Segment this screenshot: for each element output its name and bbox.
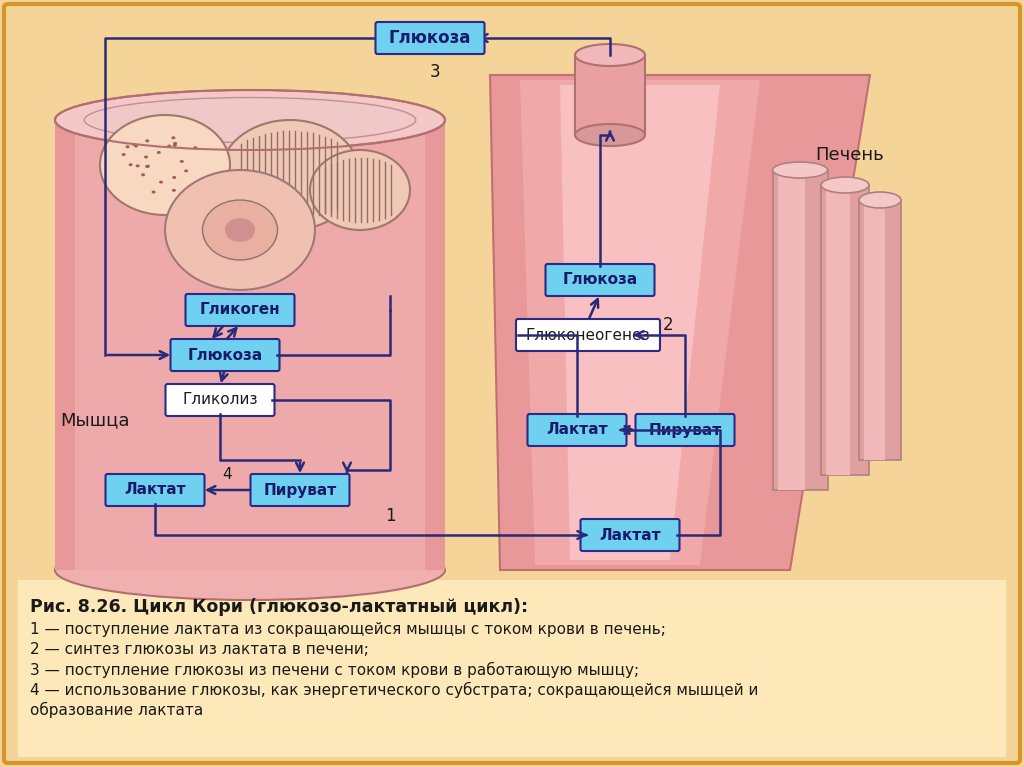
Text: Глюкоза: Глюкоза [562, 272, 638, 288]
Ellipse shape [575, 44, 645, 66]
Ellipse shape [129, 163, 132, 166]
Ellipse shape [84, 97, 416, 143]
FancyBboxPatch shape [4, 4, 1020, 763]
Ellipse shape [173, 142, 177, 145]
Ellipse shape [145, 165, 150, 168]
FancyBboxPatch shape [55, 120, 445, 570]
FancyBboxPatch shape [636, 414, 734, 446]
FancyBboxPatch shape [171, 339, 280, 371]
Text: 2: 2 [663, 316, 674, 334]
Text: 3: 3 [430, 63, 440, 81]
Bar [575, 55, 645, 135]
Text: 1: 1 [385, 507, 395, 525]
Text: Гликоген: Гликоген [200, 302, 281, 318]
Ellipse shape [126, 145, 130, 148]
Bar [826, 185, 850, 475]
Ellipse shape [122, 153, 126, 156]
Ellipse shape [100, 115, 230, 215]
FancyBboxPatch shape [166, 384, 274, 416]
FancyBboxPatch shape [251, 474, 349, 506]
Ellipse shape [145, 165, 150, 168]
Text: Мышца: Мышца [60, 411, 129, 429]
Ellipse shape [225, 218, 255, 242]
Ellipse shape [159, 180, 163, 183]
Bar [773, 170, 828, 490]
Bar [778, 170, 805, 490]
Ellipse shape [172, 176, 176, 179]
Polygon shape [520, 80, 760, 565]
Ellipse shape [194, 146, 198, 150]
FancyBboxPatch shape [18, 580, 1006, 757]
Ellipse shape [310, 150, 410, 230]
Ellipse shape [157, 151, 161, 154]
Bar [821, 185, 869, 475]
Ellipse shape [141, 173, 145, 176]
Text: 1 — поступление лактата из сокращающейся мышцы с током крови в печень;: 1 — поступление лактата из сокращающейся… [30, 622, 666, 637]
Text: образование лактата: образование лактата [30, 702, 203, 718]
Ellipse shape [134, 144, 138, 147]
Text: 4 — использование глюкозы, как энергетического субстрата; сокращающейся мышцей и: 4 — использование глюкозы, как энергетич… [30, 682, 759, 698]
FancyBboxPatch shape [376, 22, 484, 54]
FancyBboxPatch shape [516, 319, 660, 351]
FancyBboxPatch shape [527, 414, 627, 446]
Ellipse shape [180, 160, 183, 163]
Ellipse shape [167, 145, 171, 147]
Ellipse shape [859, 192, 901, 208]
Text: Пируват: Пируват [263, 482, 337, 498]
Polygon shape [490, 75, 870, 570]
Text: 3 — поступление глюкозы из печени с током крови в работающую мышцу;: 3 — поступление глюкозы из печени с токо… [30, 662, 639, 678]
Text: Глюконеогенез: Глюконеогенез [525, 328, 650, 343]
FancyBboxPatch shape [185, 294, 295, 326]
FancyBboxPatch shape [581, 519, 680, 551]
Ellipse shape [132, 143, 136, 146]
Polygon shape [560, 85, 720, 560]
Text: Пируват: Пируват [648, 423, 722, 437]
Ellipse shape [55, 90, 445, 150]
FancyBboxPatch shape [75, 120, 425, 570]
Ellipse shape [55, 540, 445, 600]
Text: Глюкоза: Глюкоза [187, 347, 262, 363]
Ellipse shape [575, 124, 645, 146]
FancyBboxPatch shape [546, 264, 654, 296]
Bar [859, 200, 901, 460]
Text: Лактат: Лактат [124, 482, 185, 498]
Ellipse shape [172, 189, 176, 192]
Text: Рис. 8.26. Цикл Кори (глюкозо-лактатный цикл):: Рис. 8.26. Цикл Кори (глюкозо-лактатный … [30, 598, 528, 616]
Text: 4: 4 [222, 467, 231, 482]
Ellipse shape [152, 190, 156, 193]
Ellipse shape [173, 143, 177, 146]
Bar [864, 200, 885, 460]
Ellipse shape [165, 170, 315, 290]
Ellipse shape [203, 200, 278, 260]
Ellipse shape [821, 177, 869, 193]
Text: Гликолиз: Гликолиз [182, 393, 258, 407]
Text: Печень: Печень [816, 146, 885, 164]
FancyBboxPatch shape [105, 474, 205, 506]
Ellipse shape [772, 162, 827, 178]
Ellipse shape [144, 156, 148, 159]
Ellipse shape [145, 140, 150, 143]
Text: Лактат: Лактат [599, 528, 660, 542]
Ellipse shape [184, 170, 188, 173]
Ellipse shape [171, 137, 175, 140]
Text: Глюкоза: Глюкоза [389, 29, 471, 47]
Text: 2 — синтез глюкозы из лактата в печени;: 2 — синтез глюкозы из лактата в печени; [30, 642, 369, 657]
Ellipse shape [135, 164, 139, 167]
Ellipse shape [220, 120, 360, 230]
Text: Лактат: Лактат [546, 423, 608, 437]
